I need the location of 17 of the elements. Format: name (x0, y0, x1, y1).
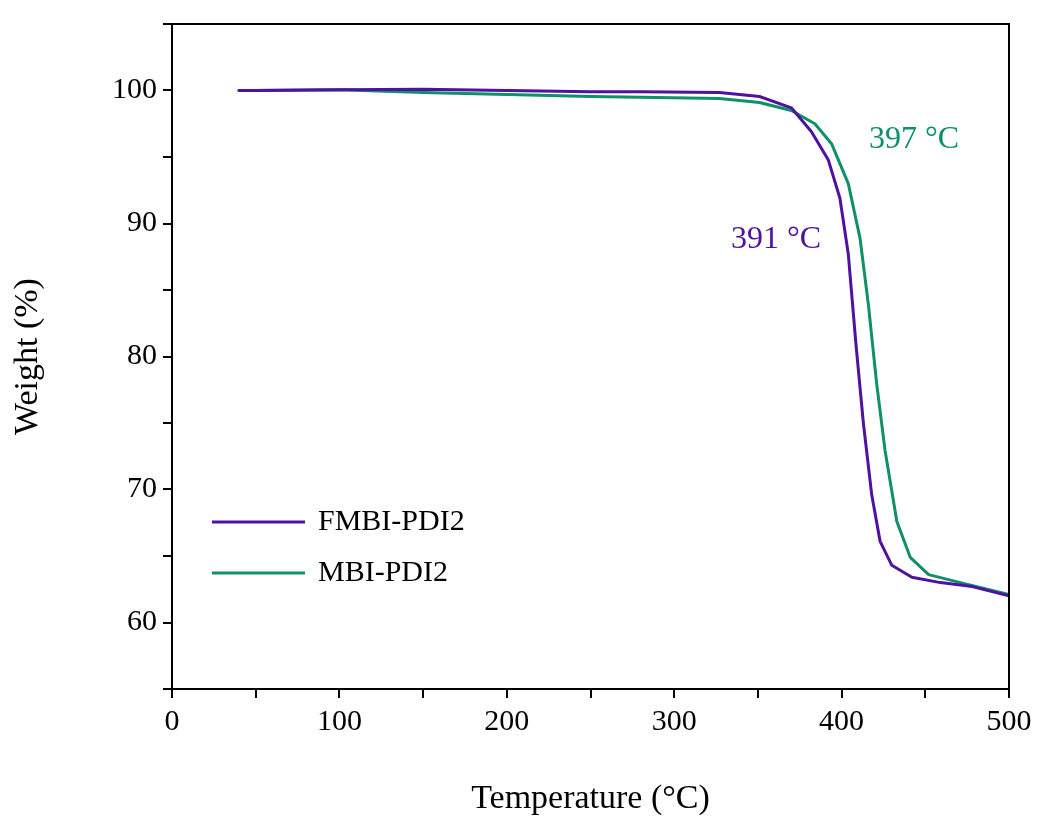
x-tick-label: 400 (819, 702, 865, 736)
y-axis-title: Weight (%) (7, 278, 46, 435)
y-tick-label: 60 (127, 603, 157, 637)
y-tick-label: 70 (127, 470, 157, 504)
x-axis-title: Temperature (°C) (471, 777, 710, 816)
annotation: 391 °C (730, 219, 822, 256)
annotation: 397 °C (868, 118, 960, 155)
x-tick-label: 200 (484, 702, 530, 736)
y-tick-label: 90 (127, 204, 157, 238)
x-tick-label: 0 (164, 702, 180, 736)
y-tick-label: 80 (127, 337, 157, 371)
x-tick-label: 500 (986, 702, 1032, 736)
x-tick-label: 300 (651, 702, 697, 736)
legend-label: MBI-PDI2 (318, 553, 449, 587)
x-tick-label: 100 (316, 702, 362, 736)
y-tick-label: 100 (112, 71, 157, 105)
legend-label: FMBI-PDI2 (318, 502, 465, 536)
